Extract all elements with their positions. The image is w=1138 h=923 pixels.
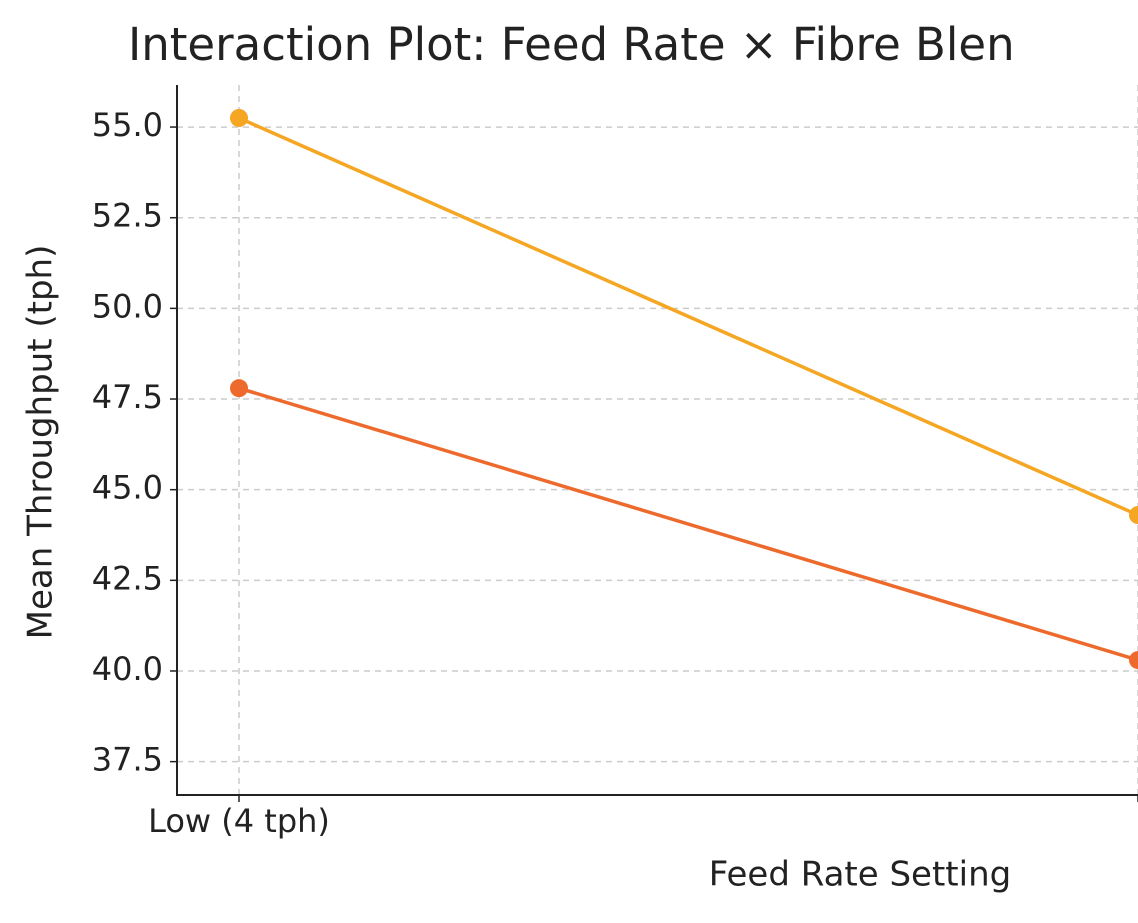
chart-title: Interaction Plot: Feed Rate × Fibre Blen [128, 18, 1015, 71]
y-tick-label: 52.5 [92, 197, 163, 235]
y-axis-label: Mean Throughput (tph) [21, 245, 61, 640]
point [1129, 506, 1138, 525]
series-line [238, 386, 1138, 662]
y-tick-label: 47.5 [92, 378, 163, 416]
y-tick-label: 45.0 [92, 469, 163, 507]
x-tick-label: Low (4 tph) [148, 802, 330, 840]
y-tick-label: 42.5 [92, 559, 163, 597]
y-tick-label: 40.0 [92, 650, 163, 688]
point [230, 108, 248, 127]
y-tick-label: 55.0 [92, 106, 163, 144]
axis-line [176, 85, 1138, 796]
series-line [238, 116, 1138, 517]
x-axis-label: Feed Rate Setting [709, 855, 1011, 895]
y-tick-label: 37.5 [92, 741, 163, 779]
point [230, 379, 248, 398]
y-tick-label: 50.0 [92, 287, 163, 325]
point [1129, 651, 1138, 670]
